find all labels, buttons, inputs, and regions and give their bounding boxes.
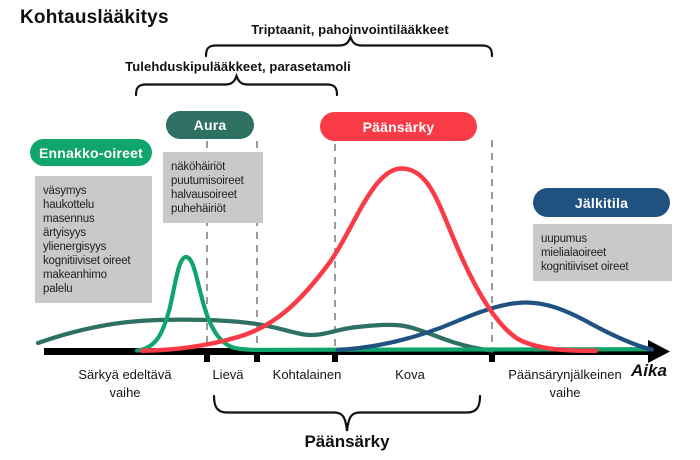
axis-label-moderate: Kohtalainen	[272, 367, 342, 382]
nsaid-bracket-label: Tulehduskipulääkkeet, parasetamoli	[125, 59, 351, 74]
prodrome-curve	[134, 254, 652, 353]
axis-label-mild: Lievä	[212, 367, 244, 382]
triptan-bracket-label: Triptaanit, pahoinvointilääkkeet	[251, 22, 449, 37]
headache-curve	[139, 166, 599, 354]
phase-badge-aura: Aura	[166, 111, 254, 139]
phase-badge-prodrome: Ennakko-oireet	[30, 139, 152, 166]
aura-symptom-list: näköhäiriöt puutumisoireet halvausoireet…	[163, 152, 263, 223]
axis-label-post-headache-phase: Päänsärynjälkeinen vaihe	[508, 367, 622, 400]
headache-span-label: Päänsärky	[304, 432, 390, 451]
triptan-bracket	[204, 33, 494, 58]
time-axis-label: Aika	[631, 361, 667, 380]
nsaid-bracket	[134, 72, 339, 97]
aura-curve	[35, 317, 495, 353]
phase-badge-headache: Päänsärky	[320, 112, 477, 141]
postdrome-curve	[335, 300, 655, 352]
page-title: Kohtauslääkitys	[20, 7, 169, 28]
axis-tick-marks	[204, 348, 495, 362]
phase-badge-postdrome: Jälkitila	[533, 188, 670, 217]
headache-span-bracket	[212, 394, 482, 432]
axis-arrow-icon	[648, 340, 670, 363]
postdrome-symptom-list: uupumus mielialaoireet kognitiiviset oir…	[533, 224, 672, 281]
prodrome-symptom-list: väsymys haukottelu masennus ärtyisyys yl…	[35, 176, 152, 303]
axis-label-pre-headache-phase: Särkyä edeltävä vaihe	[78, 367, 172, 400]
axis-label-severe: Kova	[395, 367, 425, 382]
